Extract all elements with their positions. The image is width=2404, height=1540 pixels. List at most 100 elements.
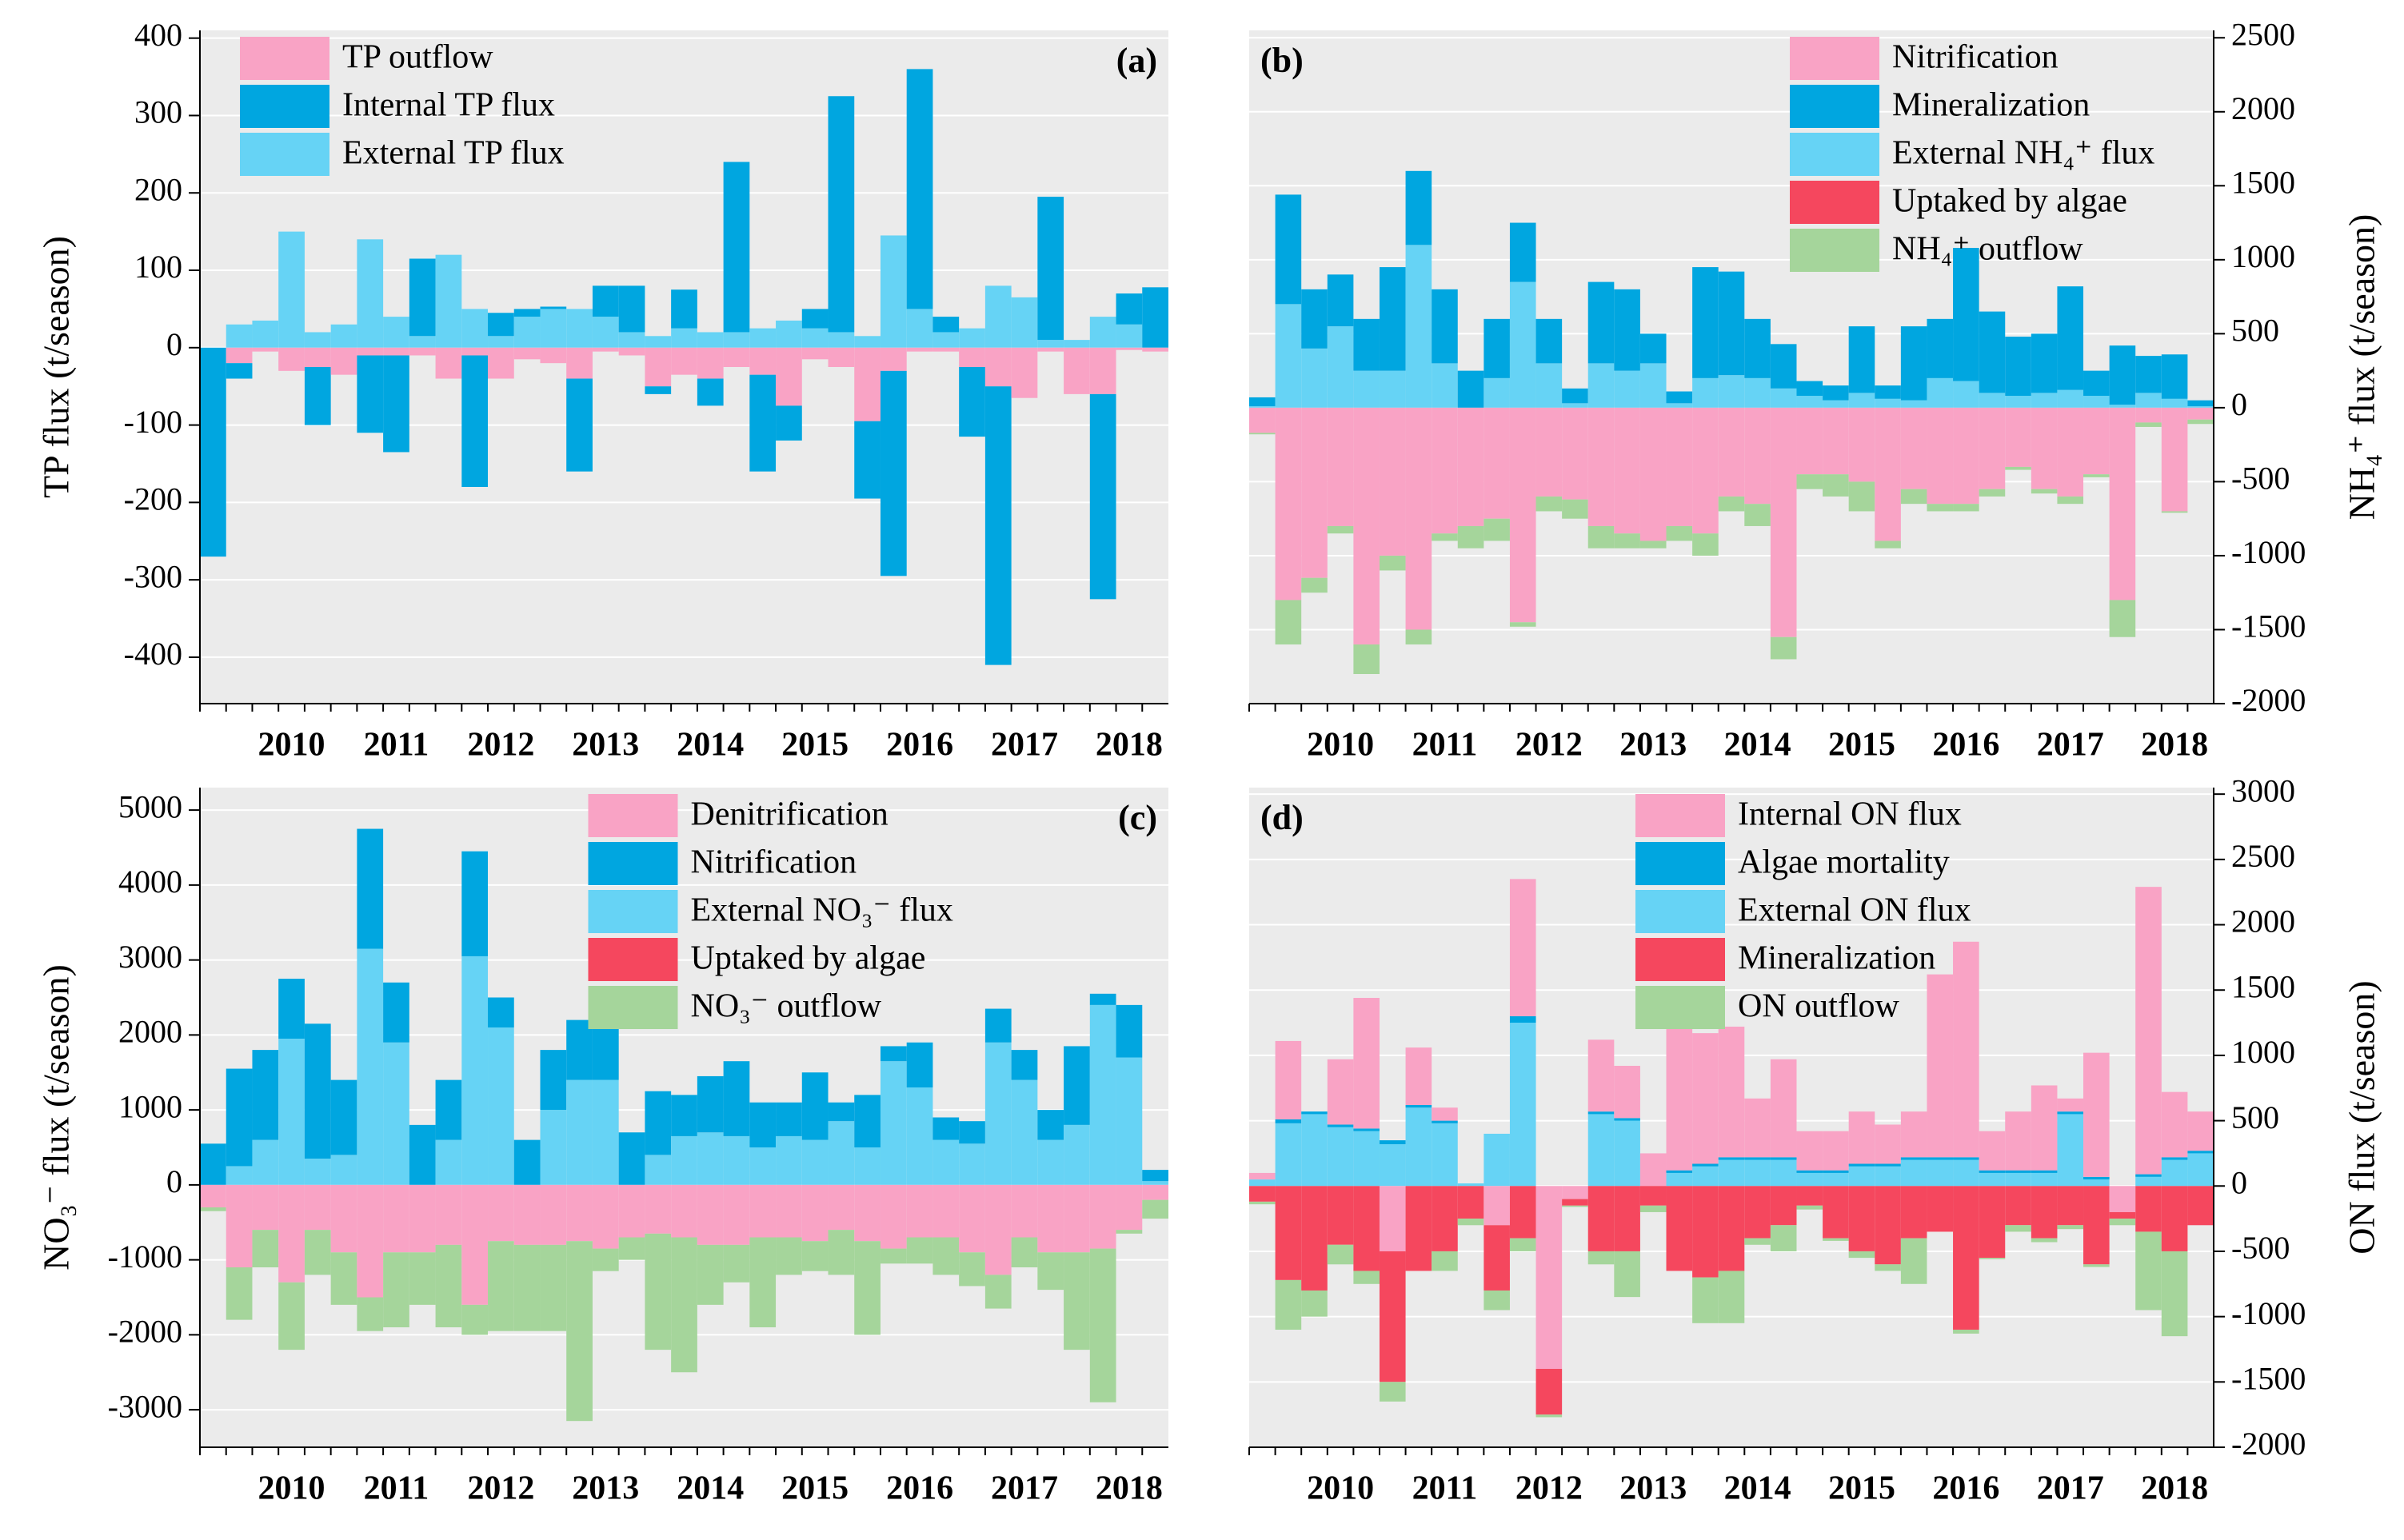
legend-label: External ON flux [1738,892,1971,929]
bar-segment [1535,407,1563,497]
x-tick-label: 2018 [2141,727,2208,764]
bar-segment [1587,1251,1615,1265]
bar-segment [749,328,777,348]
bar-segment [1064,1184,1090,1253]
bar-segment [749,347,777,375]
bar-segment [1379,370,1406,408]
bar-segment [1953,1186,1979,1330]
x-tick-label: 2014 [1724,1470,1791,1507]
x-tick-label: 2013 [1619,1470,1687,1507]
bar-segment [1484,518,1510,541]
bar-segment [1614,533,1640,549]
bar-segment [749,374,777,472]
bar-segment [1587,1114,1615,1187]
legend: TP outflow Internal TP flux External TP fl… [240,37,565,176]
bar-segment [801,1139,829,1185]
bar-segment [592,285,619,317]
bar-segment [828,1184,855,1231]
bar-segment [2135,407,2162,423]
bar-segment [1770,1186,1797,1226]
bar-segment [1744,407,1771,505]
bar-segment [1301,577,1328,593]
x-tick-label: 2016 [1932,1470,1999,1507]
bar-segment [1718,407,1745,497]
bar-segment [880,1061,907,1185]
bar-segment [2031,1170,2058,1173]
bar-segment [2031,1085,2058,1171]
x-tick-label: 2017 [991,1470,1058,1507]
x-tick-label: 2011 [364,1470,429,1507]
bar-segment [2083,474,2110,477]
bar-segment [200,1207,226,1211]
bar-segment [304,1184,331,1231]
bar-segment [1796,396,1823,408]
bar-segment [1744,1186,1771,1239]
bar-segment [383,1184,409,1253]
bar-segment [984,1042,1012,1185]
bar-segment [2161,1159,2188,1187]
bar-segment [1037,1110,1064,1140]
bar-segment [1900,1186,1927,1239]
bar-segment [2187,1151,2214,1154]
bar-segment [2109,405,2136,408]
bar-segment [1718,1271,1745,1323]
bar-segment [461,347,489,356]
bar-segment [1979,407,2006,489]
bar-segment [1718,1157,1745,1160]
bar-segment [1275,600,1302,644]
y-tick-label: 0 [166,326,182,362]
bar-segment [200,1143,226,1185]
bar-segment [2109,1211,2136,1219]
bar-segment [697,1075,724,1133]
bar-segment [1064,340,1090,348]
bar-segment [1301,348,1328,408]
bar-segment [723,1244,750,1283]
bar-segment [959,1143,985,1185]
bar-segment [1249,1179,1276,1187]
bar-segment [932,317,960,333]
bar-segment [906,1042,933,1087]
bar-segment [1979,311,2006,393]
bar-segment [435,1139,462,1185]
bar-segment [435,1184,462,1245]
bar-segment [357,828,384,949]
bar-segment [828,1230,855,1275]
bar-segment [1848,481,1875,512]
bar-segment [1875,1163,1901,1167]
bar-segment [1587,1039,1615,1112]
bar-segment [2161,398,2188,408]
bar-segment [671,1135,697,1185]
y-tick-label: -200 [124,481,182,517]
bar-segment [1666,403,1693,408]
bar-segment [1823,1172,1849,1187]
bar-segment [2057,286,2084,390]
bar-segment [2187,406,2214,408]
y-tick-label: 2000 [2231,904,2295,940]
bar-segment [2187,407,2214,420]
bar-segment [461,309,489,348]
x-tick-label: 2011 [1412,1470,1478,1507]
bar-segment [278,979,305,1039]
bar-segment [330,347,357,375]
y-tick-label: 200 [134,171,182,207]
legend-swatch [1790,85,1879,128]
x-tick-label: 2012 [1515,727,1583,764]
bar-segment [1587,1111,1615,1115]
y-tick-label: 2000 [118,1014,182,1050]
x-tick-label: 2015 [781,1470,849,1507]
bar-segment [513,1244,541,1331]
bar-segment [1927,318,1954,378]
bar-segment [984,285,1012,348]
bar-segment [1405,1104,1432,1108]
bar-segment [435,347,462,379]
bar-segment [854,1095,881,1147]
bar-segment [2135,393,2162,408]
bar-segment [1405,407,1432,630]
bar-segment [461,355,489,488]
bar-segment [2005,466,2031,470]
bar-segment [1718,271,1745,376]
bar-segment [2109,407,2136,600]
bar-segment [828,1102,855,1122]
bar-segment [1744,1238,1771,1245]
bar-segment [488,1241,514,1331]
